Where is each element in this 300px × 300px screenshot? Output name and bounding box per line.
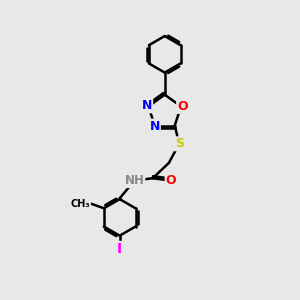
Text: N: N (142, 99, 152, 112)
Text: O: O (166, 174, 176, 187)
Text: N: N (149, 120, 160, 133)
Text: CH₃: CH₃ (71, 199, 90, 209)
Text: O: O (177, 100, 188, 113)
Text: NH: NH (124, 174, 144, 187)
Text: S: S (175, 137, 184, 150)
Text: I: I (117, 242, 122, 256)
